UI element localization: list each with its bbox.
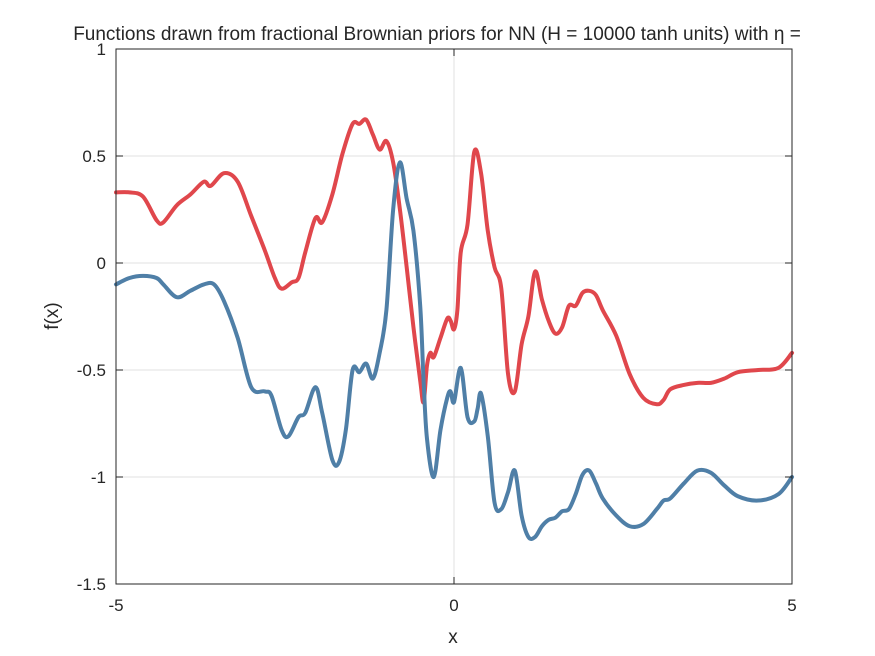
axis-ticks	[115, 48, 793, 585]
y-tick-label: 1	[97, 40, 106, 59]
y-tick-label: -1	[91, 468, 106, 487]
grid-lines	[116, 49, 792, 584]
y-axis-title: f(x)	[42, 302, 63, 329]
series-line-2	[114, 160, 794, 541]
y-tick-label: 0	[97, 254, 106, 273]
x-tick-label: 5	[787, 596, 796, 615]
y-tick-label: 0.5	[82, 147, 106, 166]
x-tick-label: -5	[108, 596, 123, 615]
x-tick-label: 0	[449, 596, 458, 615]
y-tick-label: -0.5	[77, 361, 106, 380]
y-tick-label: -1.5	[77, 575, 106, 594]
tick-labels: -1.5 -1 -0.5 0 0.5 1 -5 0 5	[77, 40, 797, 615]
series-lines	[114, 117, 794, 541]
x-axis-title: x	[448, 627, 458, 648]
series-line-1	[114, 117, 794, 407]
chart-title: Functions drawn from fractional Brownian…	[73, 24, 801, 45]
